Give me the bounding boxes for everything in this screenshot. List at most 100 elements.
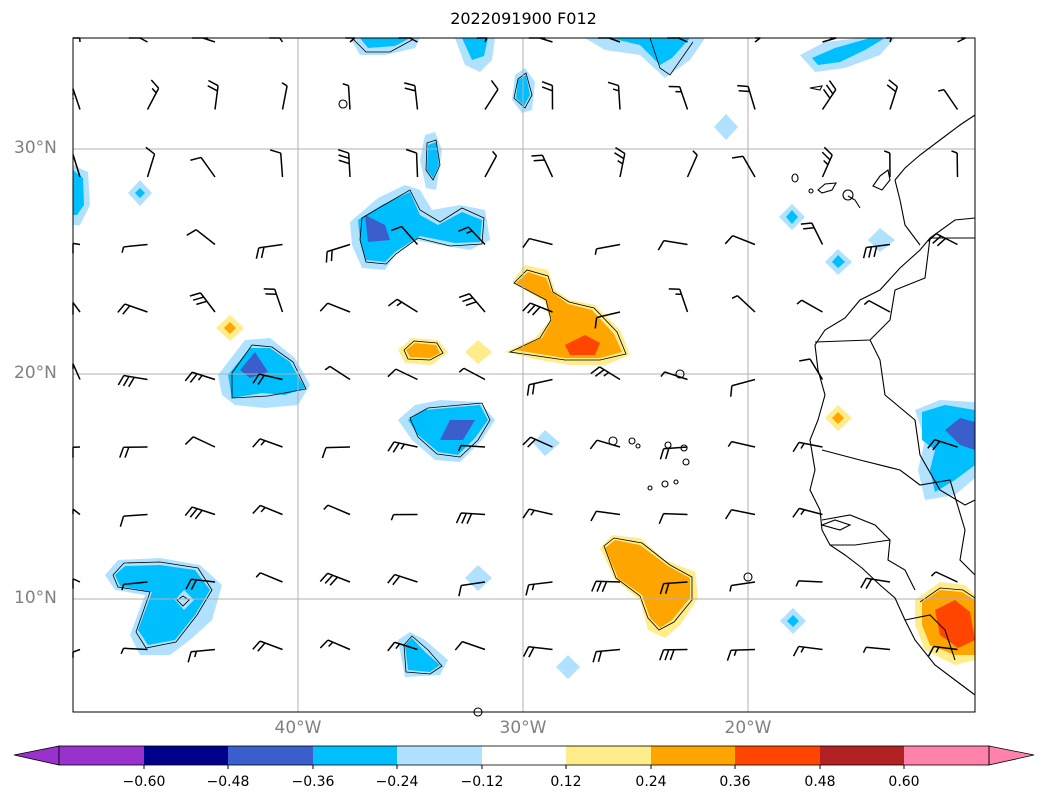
wind-barb <box>146 79 160 110</box>
wind-barb <box>594 243 621 255</box>
wind-barb <box>724 508 756 520</box>
wind-barb <box>860 577 891 590</box>
colorbar-tick-label: 0.36 <box>719 774 751 790</box>
wind-barb <box>323 504 351 516</box>
shaded-anomaly-layer <box>73 38 975 679</box>
wind-barb <box>121 243 148 253</box>
colorbar-tick-label: −0.48 <box>206 774 250 790</box>
wind-barb <box>951 150 959 178</box>
wind-barb <box>522 237 553 248</box>
wind-barb <box>668 288 689 313</box>
wind-barb <box>255 572 283 583</box>
wind-barb <box>731 294 756 313</box>
lat-label-20n: 20°N <box>14 363 57 383</box>
wind-barb <box>937 88 959 110</box>
wind-barb <box>594 311 621 329</box>
colorbar-tick-label: −0.60 <box>122 774 166 790</box>
wind-barb <box>72 88 81 110</box>
wind-barb <box>792 645 823 657</box>
wind-barb <box>607 81 621 110</box>
wind-barb <box>729 581 756 592</box>
colorbar-tick-label: 0.48 <box>804 774 836 790</box>
wind-barb <box>187 648 216 663</box>
wind-barb <box>454 640 486 651</box>
wind-barb <box>727 440 756 448</box>
wind-barb <box>117 374 148 388</box>
wind-barb <box>321 446 351 459</box>
colorbar-extend-min <box>13 745 60 766</box>
wind-barb <box>668 85 689 110</box>
wind-barb <box>387 573 418 586</box>
wind-barb <box>281 82 288 110</box>
wind-barb <box>405 148 419 178</box>
wind-barb <box>541 80 554 110</box>
wind-barb <box>72 446 81 458</box>
colorbar-extend-max <box>988 745 1035 766</box>
wind-barb <box>255 243 283 259</box>
wind-barb <box>263 288 284 313</box>
wind-barb <box>886 79 899 110</box>
wind-barb <box>319 302 351 313</box>
wind-barb <box>185 578 216 590</box>
wind-barb <box>592 648 621 663</box>
wind-barb <box>128 37 148 43</box>
contour-lines <box>112 37 976 675</box>
wind-barb <box>660 371 688 381</box>
wind-barb <box>319 572 351 586</box>
wind-barb <box>192 37 216 43</box>
wind-barb <box>184 371 216 383</box>
wind-barb <box>269 37 284 43</box>
wind-barb <box>796 299 823 313</box>
wind-barb <box>863 299 891 313</box>
wind-barb <box>792 507 823 518</box>
colorbar-tick-label: 0.12 <box>550 774 582 790</box>
wind-barb <box>528 37 553 43</box>
wind-barb <box>325 243 351 263</box>
wind-barb <box>458 226 486 246</box>
wind-barb <box>724 234 756 246</box>
wind-barb <box>792 441 823 453</box>
colorbar-tick-label: −0.24 <box>375 774 419 790</box>
wind-barb <box>324 365 351 381</box>
colorbar-tick-label: −0.12 <box>460 774 504 790</box>
wind-barb <box>614 146 626 178</box>
wind-barb <box>72 363 81 380</box>
wind-barb <box>522 436 553 448</box>
wind-barb <box>458 293 486 313</box>
lon-label-20w: 20°W <box>724 718 772 738</box>
colorbar-tick-label: −0.36 <box>291 774 335 790</box>
wind-barb <box>525 581 553 596</box>
wind-barb <box>862 243 891 259</box>
wind-barb <box>590 366 621 381</box>
wind-barb <box>73 37 81 43</box>
wind-barb <box>252 640 283 652</box>
wind-barb <box>186 229 216 246</box>
wind-barb <box>269 149 284 178</box>
wind-barb <box>730 378 756 397</box>
lon-label-30w: 30°W <box>499 718 547 738</box>
wind-barb <box>72 578 81 589</box>
islands <box>338 85 891 717</box>
wind-barb <box>484 80 499 110</box>
wind-barb <box>145 146 156 178</box>
wind-barb <box>119 446 148 458</box>
wind-barb <box>117 303 148 315</box>
wind-barb <box>72 302 81 315</box>
wind-barb <box>252 438 283 448</box>
lat-label-10n: 10°N <box>14 588 57 608</box>
wind-barb <box>319 639 351 651</box>
coastlines <box>809 114 976 696</box>
wind-barb <box>207 79 219 110</box>
wind-barb <box>457 444 486 452</box>
wind-barb <box>927 438 958 451</box>
wind-barb <box>957 37 966 43</box>
wind-barb <box>404 82 419 110</box>
wind-barb <box>252 373 283 385</box>
wind-barb <box>862 646 891 653</box>
wind-barb <box>342 83 351 110</box>
wind-barb <box>119 513 148 527</box>
wind-barb <box>883 150 891 178</box>
colorbar <box>13 745 1035 769</box>
wind-barb <box>657 239 688 251</box>
